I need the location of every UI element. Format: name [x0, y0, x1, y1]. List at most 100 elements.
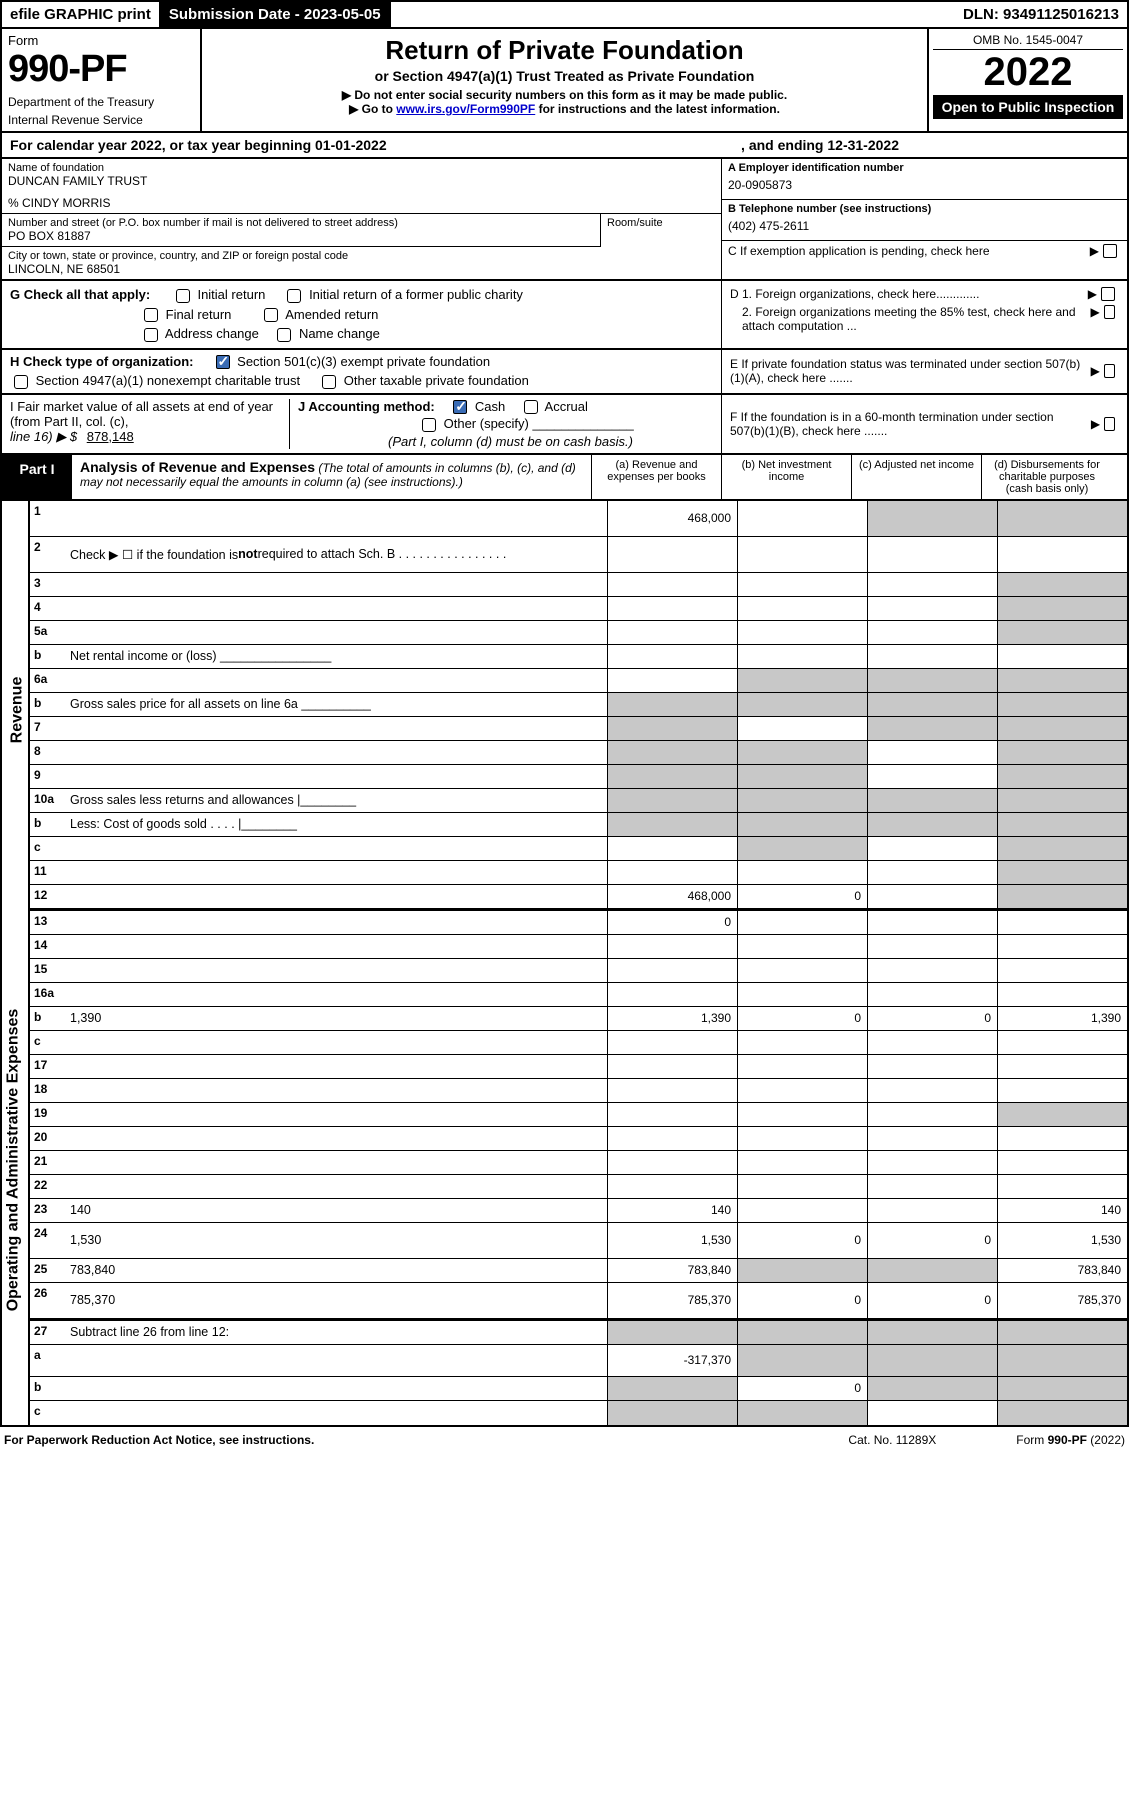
c-label: C If exemption application is pending, c…: [728, 244, 990, 258]
other-taxable-checkbox[interactable]: [322, 375, 336, 389]
arrow-icon: ▶: [1090, 244, 1099, 258]
arrow-icon: ▶: [1091, 417, 1100, 431]
tax-year: 2022: [933, 50, 1123, 95]
cell-b: [737, 597, 867, 620]
part1-header: Part I Analysis of Revenue and Expenses …: [0, 455, 1129, 501]
d1-checkbox[interactable]: [1101, 287, 1115, 301]
cell-d: [997, 885, 1127, 908]
d2-checkbox[interactable]: [1104, 305, 1115, 319]
cell-d: [997, 741, 1127, 764]
cash-checkbox[interactable]: [453, 400, 467, 414]
c-checkbox[interactable]: [1103, 244, 1117, 258]
phone-cell: B Telephone number (see instructions) (4…: [722, 200, 1127, 241]
line-a: a-317,370: [30, 1345, 1127, 1377]
4947-checkbox[interactable]: [14, 375, 28, 389]
identity-block: Name of foundation DUNCAN FAMILY TRUST %…: [0, 159, 1129, 281]
amended-return-checkbox[interactable]: [264, 308, 278, 322]
line-19: 19: [30, 1103, 1127, 1127]
cell-a: [607, 1103, 737, 1126]
i-j-f-row: I Fair market value of all assets at end…: [0, 395, 1129, 455]
dept-irs: Internal Revenue Service: [8, 113, 194, 127]
f-checkbox[interactable]: [1104, 417, 1115, 431]
h-opt-2: Section 4947(a)(1) nonexempt charitable …: [36, 373, 300, 388]
line-num: 2: [30, 537, 66, 572]
cell-d: [997, 693, 1127, 716]
cell-d: [997, 669, 1127, 692]
line-desc: [66, 741, 607, 764]
addr-value: PO BOX 81887: [8, 229, 594, 243]
j-cash: Cash: [475, 399, 505, 414]
501c3-checkbox[interactable]: [216, 355, 230, 369]
dept-treasury: Department of the Treasury: [8, 95, 194, 109]
i-label: I Fair market value of all assets at end…: [10, 399, 283, 429]
cell-c: [867, 1127, 997, 1150]
line-desc: 1,530: [66, 1223, 607, 1258]
line-desc: [66, 621, 607, 644]
cell-b: [737, 669, 867, 692]
line-num: c: [30, 1031, 66, 1054]
cell-d: 785,370: [997, 1283, 1127, 1318]
initial-former-checkbox[interactable]: [287, 289, 301, 303]
cal-end: , and ending 12-31-2022: [741, 137, 1119, 153]
cell-b: 0: [737, 1007, 867, 1030]
line-desc: [66, 669, 607, 692]
e-section: E If private foundation status was termi…: [722, 350, 1127, 393]
d2-label: 2. Foreign organizations meeting the 85%…: [730, 305, 1091, 333]
ein-value: 20-0905873: [728, 174, 1121, 196]
line-8: 8: [30, 741, 1127, 765]
expenses-side-label: Operating and Administrative Expenses: [4, 1009, 22, 1312]
address-change-checkbox[interactable]: [144, 328, 158, 342]
care-of: % CINDY MORRIS: [8, 196, 715, 210]
line-desc: [66, 573, 607, 596]
line-20: 20: [30, 1127, 1127, 1151]
line-5a: 5a: [30, 621, 1127, 645]
line-num: a: [30, 1345, 66, 1376]
g-label: G Check all that apply:: [10, 287, 150, 302]
g-opt-1: Initial return of a former public charit…: [309, 287, 523, 302]
cell-a: [607, 959, 737, 982]
submission-date: Submission Date - 2023-05-05: [161, 2, 391, 27]
line-desc: [66, 1103, 607, 1126]
accrual-checkbox[interactable]: [524, 400, 538, 414]
cell-b: [737, 959, 867, 982]
h-label: H Check type of organization:: [10, 354, 193, 369]
fmv-value: 878,148: [81, 429, 140, 444]
cell-d: [997, 1127, 1127, 1150]
cell-a: 468,000: [607, 885, 737, 908]
cell-d: [997, 501, 1127, 536]
cell-c: [867, 959, 997, 982]
line-desc: [66, 1401, 607, 1425]
cell-a: [607, 765, 737, 788]
cell-b: 0: [737, 885, 867, 908]
other-method-checkbox[interactable]: [422, 418, 436, 432]
cell-c: [867, 1199, 997, 1222]
cell-b: [737, 1103, 867, 1126]
e-checkbox[interactable]: [1104, 364, 1115, 378]
name-change-checkbox[interactable]: [277, 328, 291, 342]
cell-c: [867, 1079, 997, 1102]
cat-no: Cat. No. 11289X: [848, 1433, 936, 1447]
grid-body: 1468,0002Check ▶ ☐ if the foundation is …: [30, 501, 1127, 1425]
initial-return-checkbox[interactable]: [176, 289, 190, 303]
j-note: (Part I, column (d) must be on cash basi…: [388, 434, 633, 449]
cell-a: [607, 1401, 737, 1425]
cell-c: [867, 1151, 997, 1174]
final-return-checkbox[interactable]: [144, 308, 158, 322]
line-num: 18: [30, 1079, 66, 1102]
irs-link[interactable]: www.irs.gov/Form990PF: [396, 102, 535, 116]
col-d-head: (d) Disbursements for charitable purpose…: [982, 455, 1112, 499]
line-b: bNet rental income or (loss) ___________…: [30, 645, 1127, 669]
cell-a: [607, 789, 737, 812]
cell-d: [997, 1151, 1127, 1174]
name-label: Name of foundation: [8, 162, 715, 174]
line-desc: 140: [66, 1199, 607, 1222]
part1-title: Analysis of Revenue and Expenses: [80, 459, 315, 475]
cell-c: [867, 1055, 997, 1078]
line-desc: [66, 1377, 607, 1400]
cell-c: 0: [867, 1283, 997, 1318]
line-num: 15: [30, 959, 66, 982]
line-num: 23: [30, 1199, 66, 1222]
cell-b: [737, 983, 867, 1006]
part1-grid: Revenue Operating and Administrative Exp…: [0, 501, 1129, 1427]
cell-c: [867, 1103, 997, 1126]
